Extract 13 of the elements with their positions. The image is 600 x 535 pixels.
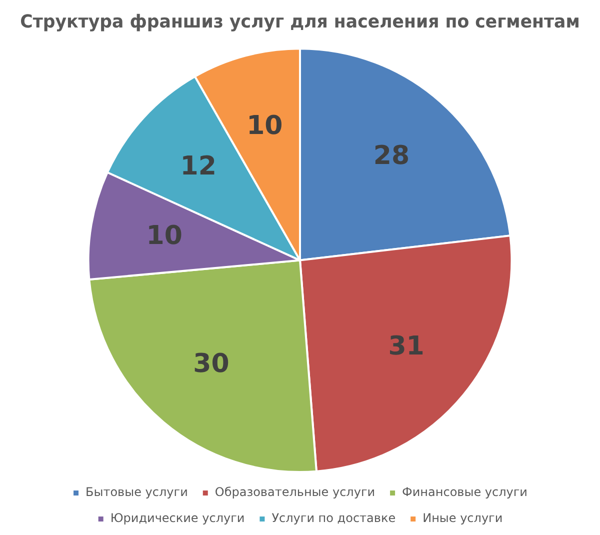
chart-title: Структура франшиз услуг для населения по сегментам [20, 12, 580, 33]
data-label: 12 [180, 151, 216, 182]
data-label: 28 [373, 141, 410, 172]
legend-label: Образовательные услуги [214, 485, 376, 500]
legend-label: Финансовые услуги [402, 485, 528, 500]
legend-label: Услуги по доставке [272, 511, 396, 526]
data-label: 31 [388, 331, 424, 362]
legend-label: Иные услуги [422, 511, 503, 526]
legend-label: Бытовые услуги [86, 485, 188, 500]
legend-label: Юридические услуги [110, 511, 245, 526]
data-label: 10 [246, 111, 283, 142]
data-label: 10 [146, 220, 182, 251]
data-label: 30 [193, 349, 230, 380]
